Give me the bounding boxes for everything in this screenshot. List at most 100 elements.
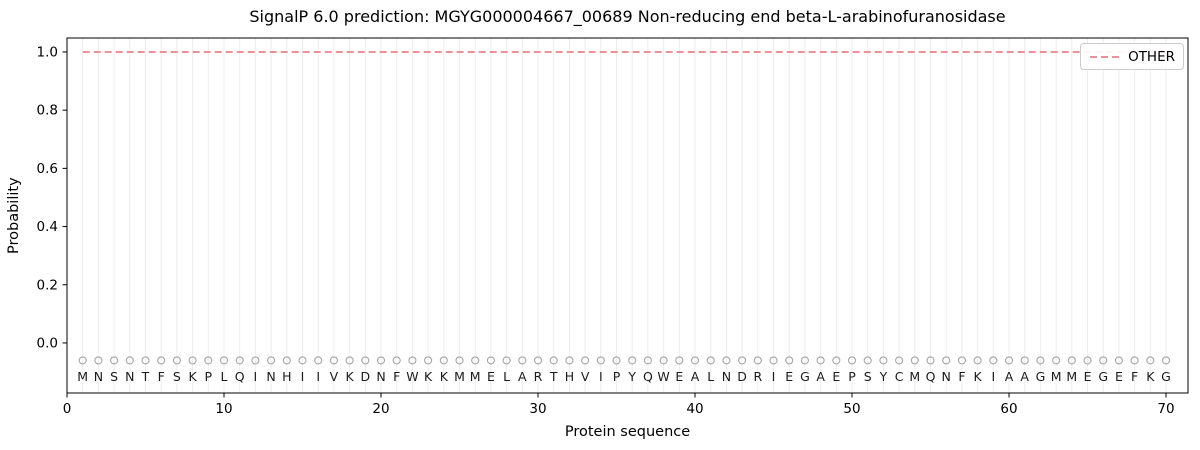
residue-marker: [1067, 356, 1076, 365]
residue-letter: V: [581, 369, 590, 384]
residue-marker: [1146, 356, 1155, 365]
residue-letter: F: [958, 369, 965, 384]
residue-letter: T: [549, 369, 558, 384]
residue-letter: A: [1020, 369, 1029, 384]
residue-letter: L: [707, 369, 714, 384]
residue-letter: Q: [235, 369, 245, 384]
axes-frame: [66, 37, 1189, 394]
residue-marker: [314, 356, 323, 365]
residue-letter: P: [848, 369, 856, 384]
y-tick-label: 0.8: [37, 103, 58, 119]
residue-letter: C: [895, 369, 904, 384]
x-tick-label: 0: [63, 401, 72, 417]
residue-letter: Q: [643, 369, 653, 384]
residue-marker: [910, 356, 919, 365]
residue-letter: E: [785, 369, 793, 384]
residue-letter: Q: [926, 369, 936, 384]
residue-marker: [1052, 356, 1061, 365]
residue-marker: [251, 356, 260, 365]
residue-letter: M: [909, 369, 920, 384]
residue-marker: [1114, 356, 1123, 365]
residue-letter: I: [254, 369, 258, 384]
residue-letter: F: [393, 369, 400, 384]
residue-letter: E: [1084, 369, 1092, 384]
residue-letter: A: [816, 369, 825, 384]
residue-marker: [424, 356, 433, 365]
residue-marker: [659, 356, 668, 365]
residue-letter: P: [613, 369, 621, 384]
residue-letter: M: [1051, 369, 1062, 384]
residue-marker: [188, 356, 197, 365]
residue-marker: [957, 356, 966, 365]
residue-letter: G: [1036, 369, 1046, 384]
residue-letter: K: [424, 369, 433, 384]
residue-letter: E: [832, 369, 840, 384]
residue-marker: [78, 356, 87, 365]
residue-letter: D: [737, 369, 747, 384]
residue-marker: [533, 356, 543, 365]
residue-letter: G: [1098, 369, 1108, 384]
x-tick-label: 60: [1000, 401, 1017, 417]
residue-letter: S: [110, 369, 118, 384]
residue-letter: H: [282, 369, 291, 384]
residue-letter: M: [454, 369, 465, 384]
residue-letter: E: [1115, 369, 1123, 384]
residue-letter: N: [125, 369, 134, 384]
x-tick-label: 40: [686, 401, 703, 417]
chart-title: SignalP 6.0 prediction: MGYG000004667_00…: [249, 7, 1006, 26]
residue-letter: Y: [627, 369, 636, 384]
residue-letter: N: [376, 369, 385, 384]
x-tick-label: 50: [843, 401, 860, 417]
residue-letter: K: [1146, 369, 1155, 384]
residue-marker: [408, 356, 417, 365]
y-tick-label: 0.6: [37, 161, 58, 177]
residue-letter: I: [316, 369, 320, 384]
x-tick-label: 30: [529, 401, 546, 417]
residue-letter: I: [991, 369, 995, 384]
residue-letter: K: [974, 369, 983, 384]
residue-marker: [1083, 356, 1092, 365]
residue-marker: [1004, 356, 1014, 365]
x-tick-label: 10: [215, 401, 232, 417]
residue-letter: W: [657, 369, 669, 384]
residue-letter: T: [141, 369, 150, 384]
residue-marker: [439, 356, 448, 365]
residue-marker: [895, 356, 904, 365]
legend: OTHER: [1080, 43, 1184, 70]
residue-marker: [753, 356, 762, 365]
residue-letter: Y: [879, 369, 888, 384]
residue-letter: F: [158, 369, 165, 384]
residue-marker: [816, 356, 825, 365]
residue-letter: G: [1161, 369, 1171, 384]
residue-letter: R: [753, 369, 762, 384]
x-tick-label: 70: [1157, 401, 1174, 417]
residue-letter: F: [1131, 369, 1138, 384]
y-tick-label: 0.2: [37, 277, 58, 293]
residue-marker: [643, 356, 652, 365]
residue-marker: [785, 356, 794, 365]
residue-letter: N: [722, 369, 731, 384]
residue-letter: W: [406, 369, 418, 384]
residue-marker: [1020, 356, 1029, 365]
residue-marker: [973, 356, 982, 365]
residue-marker: [219, 356, 229, 365]
residue-letter: N: [94, 369, 103, 384]
residue-letter: S: [864, 369, 872, 384]
residue-marker: [376, 356, 386, 365]
residue-marker: [345, 356, 354, 365]
residue-marker: [628, 356, 637, 365]
residue-marker: [596, 356, 605, 365]
residue-letter: L: [503, 369, 510, 384]
residue-letter: N: [266, 369, 275, 384]
y-tick-label: 0.4: [37, 219, 58, 235]
residue-letter: I: [301, 369, 305, 384]
residue-marker: [722, 356, 731, 365]
residue-letter: I: [772, 369, 776, 384]
residue-marker: [298, 356, 307, 365]
residue-letter: E: [675, 369, 683, 384]
residue-letter: K: [189, 369, 198, 384]
y-tick-label: 0.0: [37, 335, 58, 351]
residue-letter: D: [360, 369, 370, 384]
residue-marker: [926, 356, 935, 365]
